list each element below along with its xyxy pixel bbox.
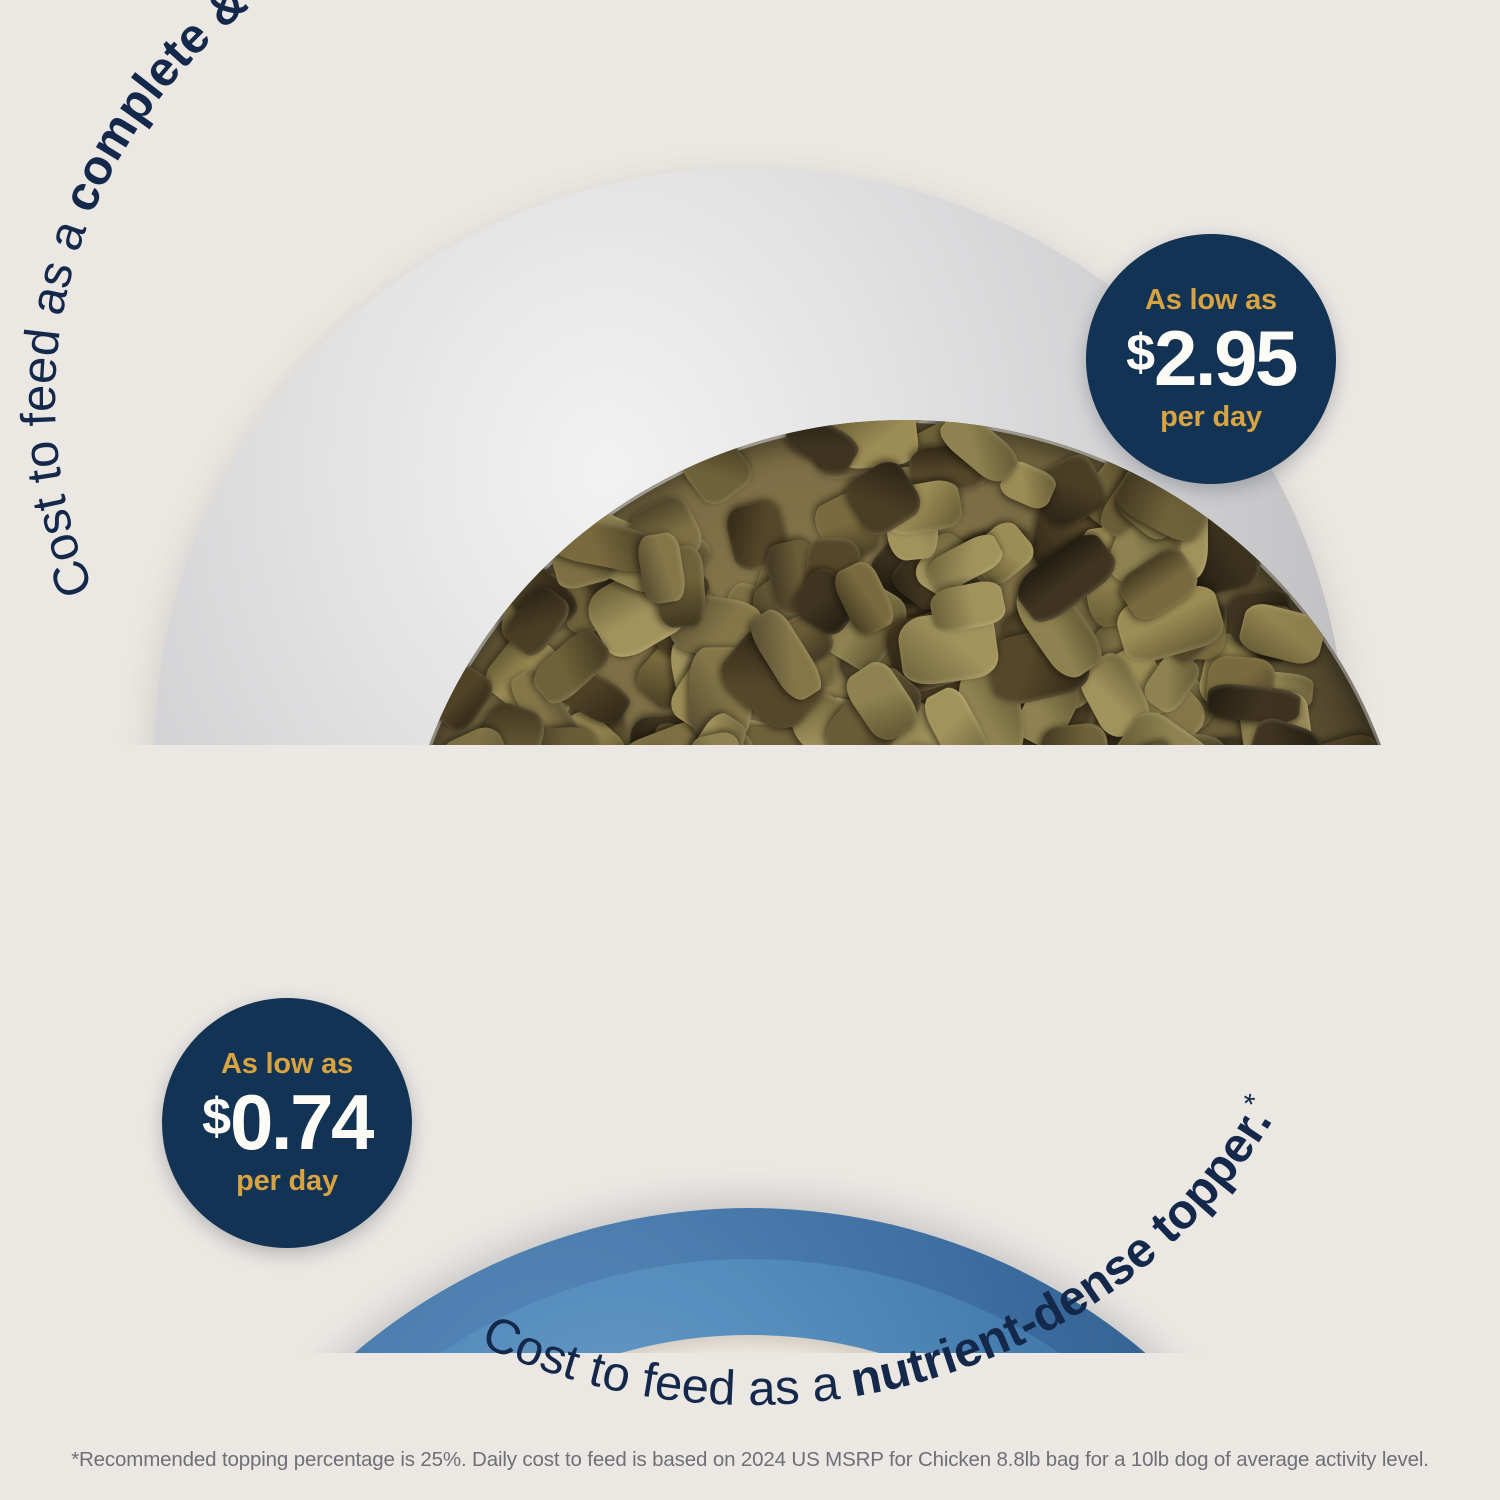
section-divider <box>0 745 1500 754</box>
price-badge-complete-meal: As low as $2.95 per day <box>1086 234 1336 484</box>
badge-amount: 0.74 <box>230 1078 374 1166</box>
badge-eyebrow: As low as <box>221 1048 353 1080</box>
food-chip <box>675 427 758 512</box>
badge-currency-symbol: $ <box>1126 324 1155 382</box>
badge-price: $2.95 <box>1126 314 1298 402</box>
badge-currency-symbol: $ <box>202 1088 231 1146</box>
price-badge-topper: As low as $0.74 per day <box>162 998 412 1248</box>
badge-amount: 2.95 <box>1154 314 1298 402</box>
footnote-disclaimer: *Recommended topping percentage is 25%. … <box>71 1448 1429 1471</box>
badge-per-day-label: per day <box>1160 401 1262 433</box>
badge-per-day-label: per day <box>236 1165 338 1197</box>
badge-eyebrow: As low as <box>1145 284 1277 316</box>
bottom-half-panel <box>0 753 1500 1353</box>
badge-price: $0.74 <box>202 1078 374 1166</box>
